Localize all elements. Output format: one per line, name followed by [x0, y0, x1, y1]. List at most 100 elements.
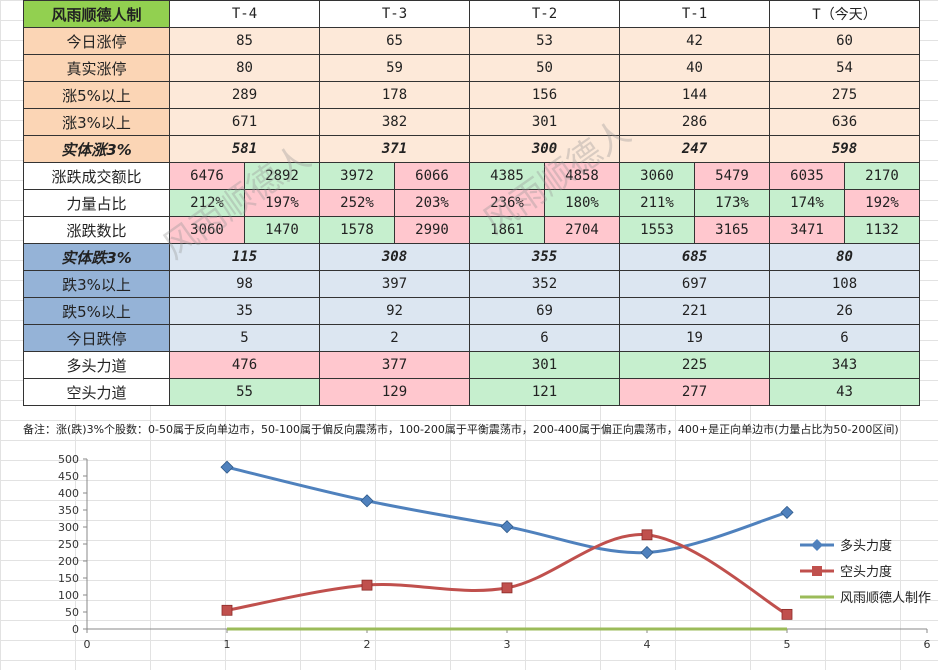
- cell[interactable]: 92: [319, 297, 470, 325]
- cell[interactable]: 598: [769, 135, 920, 163]
- cell[interactable]: 69: [469, 297, 620, 325]
- cell[interactable]: 275: [769, 81, 920, 109]
- cell[interactable]: 286: [619, 108, 770, 136]
- cell[interactable]: 221: [619, 297, 770, 325]
- cell[interactable]: 54: [769, 54, 920, 82]
- cell[interactable]: 156: [469, 81, 620, 109]
- cell[interactable]: 2170: [844, 162, 920, 190]
- cell[interactable]: 697: [619, 270, 770, 298]
- cell[interactable]: 85: [169, 27, 320, 55]
- cell[interactable]: 2892: [244, 162, 320, 190]
- cell[interactable]: 289: [169, 81, 320, 109]
- row-label[interactable]: 实体跌3%: [23, 243, 170, 271]
- cell[interactable]: 2: [319, 324, 470, 352]
- row-label[interactable]: 今日涨停: [23, 27, 170, 55]
- cell[interactable]: 6035: [769, 162, 845, 190]
- cell[interactable]: 98: [169, 270, 320, 298]
- cell[interactable]: 43: [769, 378, 920, 406]
- cell[interactable]: 636: [769, 108, 920, 136]
- cell[interactable]: 26: [769, 297, 920, 325]
- cell[interactable]: 144: [619, 81, 770, 109]
- cell[interactable]: 115: [169, 243, 320, 271]
- cell[interactable]: 178: [319, 81, 470, 109]
- cell[interactable]: 6476: [169, 162, 245, 190]
- cell[interactable]: 3060: [619, 162, 695, 190]
- cell[interactable]: 397: [319, 270, 470, 298]
- cell[interactable]: 1470: [244, 216, 320, 244]
- cell[interactable]: 211%: [619, 189, 695, 217]
- row-label[interactable]: 力量占比: [23, 189, 170, 217]
- cell[interactable]: 2990: [394, 216, 470, 244]
- cell[interactable]: 371: [319, 135, 470, 163]
- cell[interactable]: 352: [469, 270, 620, 298]
- cell[interactable]: 247: [619, 135, 770, 163]
- cell[interactable]: 197%: [244, 189, 320, 217]
- cell[interactable]: 212%: [169, 189, 245, 217]
- cell[interactable]: 5479: [694, 162, 770, 190]
- cell[interactable]: 581: [169, 135, 320, 163]
- cell[interactable]: 355: [469, 243, 620, 271]
- row-label[interactable]: 真实涨停: [23, 54, 170, 82]
- row-label[interactable]: 跌5%以上: [23, 297, 170, 325]
- cell[interactable]: 1553: [619, 216, 695, 244]
- cell[interactable]: 301: [469, 351, 620, 379]
- col-header-t1[interactable]: T-1: [619, 0, 770, 28]
- row-label[interactable]: 涨跌数比: [23, 216, 170, 244]
- cell[interactable]: 3972: [319, 162, 395, 190]
- cell[interactable]: 203%: [394, 189, 470, 217]
- row-label[interactable]: 涨跌成交额比: [23, 162, 170, 190]
- cell[interactable]: 192%: [844, 189, 920, 217]
- cell[interactable]: 377: [319, 351, 470, 379]
- cell[interactable]: 4858: [544, 162, 620, 190]
- cell[interactable]: 300: [469, 135, 620, 163]
- cell[interactable]: 301: [469, 108, 620, 136]
- row-label[interactable]: 实体涨3%: [23, 135, 170, 163]
- cell[interactable]: 343: [769, 351, 920, 379]
- cell[interactable]: 3060: [169, 216, 245, 244]
- cell[interactable]: 59: [319, 54, 470, 82]
- cell[interactable]: 42: [619, 27, 770, 55]
- cell[interactable]: 40: [619, 54, 770, 82]
- cell[interactable]: 55: [169, 378, 320, 406]
- cell[interactable]: 108: [769, 270, 920, 298]
- cell[interactable]: 19: [619, 324, 770, 352]
- cell[interactable]: 80: [769, 243, 920, 271]
- cell[interactable]: 35: [169, 297, 320, 325]
- cell[interactable]: 277: [619, 378, 770, 406]
- cell[interactable]: 671: [169, 108, 320, 136]
- cell[interactable]: 4385: [469, 162, 545, 190]
- cell[interactable]: 6: [769, 324, 920, 352]
- cell[interactable]: 3165: [694, 216, 770, 244]
- col-header-today[interactable]: T（今天）: [769, 0, 920, 28]
- cell[interactable]: 225: [619, 351, 770, 379]
- row-label[interactable]: 多头力道: [23, 351, 170, 379]
- cell[interactable]: 65: [319, 27, 470, 55]
- cell[interactable]: 129: [319, 378, 470, 406]
- cell[interactable]: 1132: [844, 216, 920, 244]
- cell[interactable]: 382: [319, 108, 470, 136]
- col-header-t3[interactable]: T-3: [319, 0, 470, 28]
- cell[interactable]: 1578: [319, 216, 395, 244]
- cell[interactable]: 180%: [544, 189, 620, 217]
- cell[interactable]: 60: [769, 27, 920, 55]
- cell[interactable]: 53: [469, 27, 620, 55]
- cell[interactable]: 308: [319, 243, 470, 271]
- cell[interactable]: 3471: [769, 216, 845, 244]
- cell[interactable]: 476: [169, 351, 320, 379]
- cell[interactable]: 252%: [319, 189, 395, 217]
- col-header-t2[interactable]: T-2: [469, 0, 620, 28]
- cell[interactable]: 6: [469, 324, 620, 352]
- cell[interactable]: 50: [469, 54, 620, 82]
- row-label[interactable]: 涨3%以上: [23, 108, 170, 136]
- cell[interactable]: 121: [469, 378, 620, 406]
- cell[interactable]: 5: [169, 324, 320, 352]
- cell[interactable]: 80: [169, 54, 320, 82]
- row-label[interactable]: 空头力道: [23, 378, 170, 406]
- col-header-t4[interactable]: T-4: [169, 0, 320, 28]
- table-corner-title[interactable]: 风雨顺德人制: [23, 0, 170, 28]
- row-label[interactable]: 今日跌停: [23, 324, 170, 352]
- cell[interactable]: 1861: [469, 216, 545, 244]
- cell[interactable]: 236%: [469, 189, 545, 217]
- row-label[interactable]: 跌3%以上: [23, 270, 170, 298]
- cell[interactable]: 6066: [394, 162, 470, 190]
